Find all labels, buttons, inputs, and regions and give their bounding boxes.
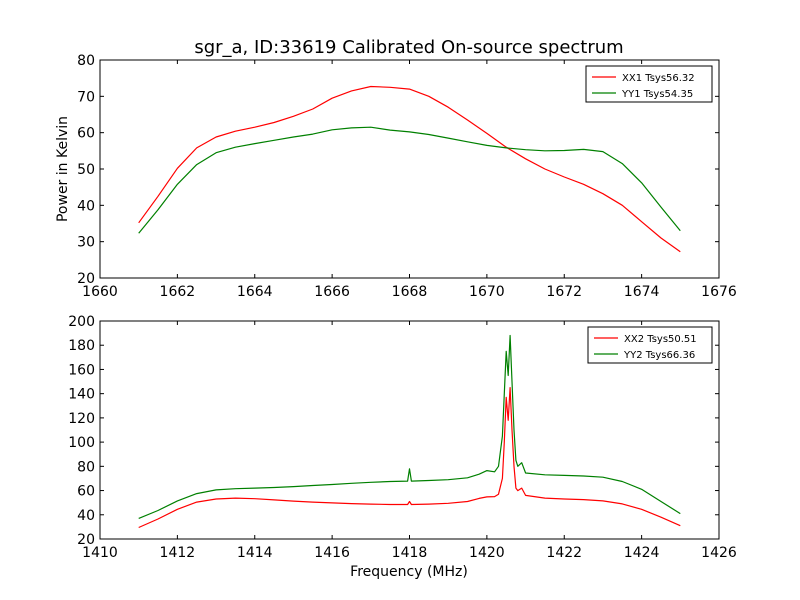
x-tick-label: 1422 [546, 545, 582, 561]
figure-title: sgr_a, ID:33619 Calibrated On-source spe… [194, 37, 623, 58]
x-tick-label: 1668 [392, 284, 428, 300]
x-axis-label: Frequency (MHz) [350, 564, 468, 580]
y-tick-label: 70 [77, 89, 95, 105]
series-line-1-1 [138, 85, 681, 253]
x-tick-label: 1676 [701, 284, 737, 300]
legend-label: YY2 Tsys66.36 [623, 350, 695, 361]
legend: XX1 Tsys56.32 YY1 Tsys54.35 [585, 65, 713, 103]
x-tick-label: 1412 [160, 545, 196, 561]
x-tick-label: 1666 [314, 284, 350, 300]
y-axis-label: Power in Kelvin [55, 116, 71, 222]
y-tick-label: 80 [77, 459, 95, 475]
x-tick-label: 1664 [237, 284, 273, 300]
x-tick-label: 1670 [469, 284, 505, 300]
x-tick-label: 1418 [392, 545, 428, 561]
x-tick-label: 1414 [237, 545, 273, 561]
y-tick-label: 180 [68, 338, 95, 354]
x-tick-label: 1426 [701, 545, 737, 561]
y-tick-label: 140 [68, 387, 95, 403]
x-tick-label: 1672 [546, 284, 582, 300]
y-tick-label: 50 [77, 162, 95, 178]
y-tick-label: 120 [68, 411, 95, 427]
legend-label: YY1 Tsys54.35 [621, 89, 693, 100]
x-tick-label: 1416 [314, 545, 350, 561]
y-tick-label: 160 [68, 362, 95, 378]
series-line-2-1 [138, 387, 681, 529]
series-line-1-2 [138, 126, 681, 234]
legend: XX2 Tsys50.51 YY2 Tsys66.36 [587, 326, 713, 364]
top-spectrum-panel: 1660 1662 1664 1666 1668 1670 1672 1674 1676 20 30… [77, 53, 737, 300]
x-tick-label: 1660 [82, 284, 118, 300]
legend-box [585, 65, 713, 103]
legend-box [587, 326, 713, 364]
legend-label: XX1 Tsys56.32 [622, 73, 695, 84]
y-tick-label: 200 [68, 314, 95, 330]
legend-label: XX2 Tsys50.51 [624, 334, 697, 345]
bottom-spectrum-panel: 1410 1412 1414 1416 1418 1420 1422 1424 1426 20 40… [68, 314, 737, 561]
x-tick-label: 1424 [624, 545, 660, 561]
y-tick-label: 40 [77, 198, 95, 214]
x-tick-label: 1662 [160, 284, 196, 300]
x-tick-label: 1420 [469, 545, 505, 561]
y-tick-label: 80 [77, 53, 95, 69]
y-tick-label: 20 [77, 271, 95, 287]
y-tick-label: 60 [77, 484, 95, 500]
x-tick-label: 1410 [82, 545, 118, 561]
x-tick-label: 1674 [624, 284, 660, 300]
y-tick-label: 40 [77, 508, 95, 524]
series-line-2-2 [138, 334, 681, 519]
y-tick-label: 60 [77, 126, 95, 142]
y-tick-label: 20 [77, 532, 95, 548]
y-tick-label: 100 [68, 435, 95, 451]
y-tick-label: 30 [77, 235, 95, 251]
